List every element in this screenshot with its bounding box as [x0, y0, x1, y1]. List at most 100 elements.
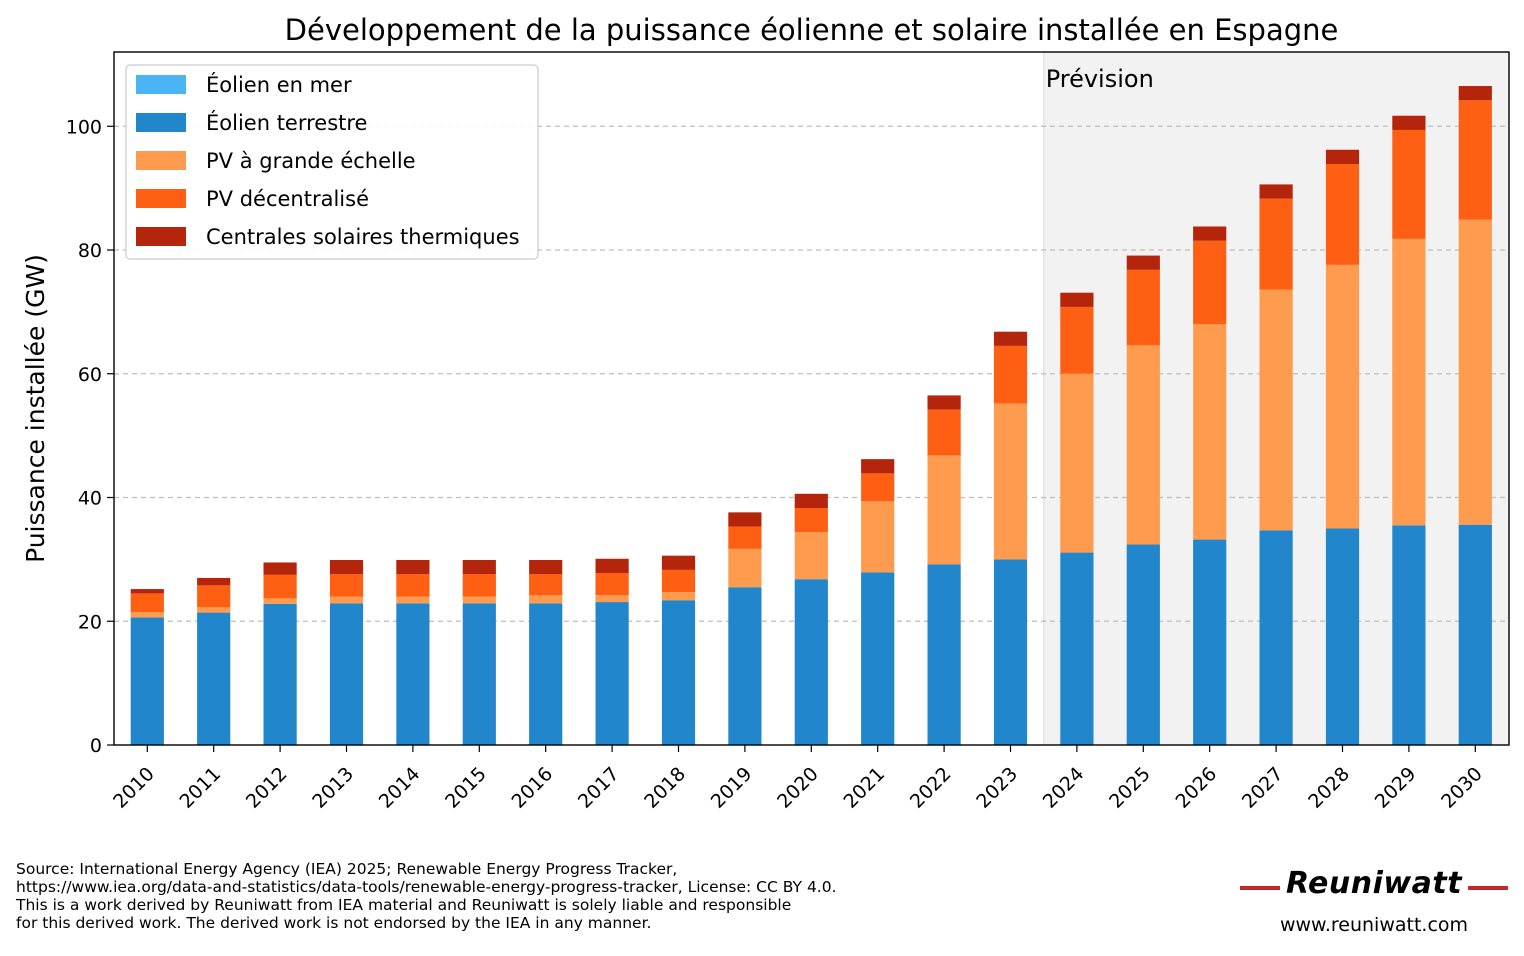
bar-segment [529, 603, 563, 745]
bar-segment [1392, 238, 1426, 526]
legend-entry: Centrales solaires thermiques [206, 225, 520, 249]
bar-segment [861, 459, 895, 474]
legend-entry: Éolien terrestre [206, 110, 367, 135]
bar-segment [1259, 184, 1293, 199]
x-tick-label: 2020 [773, 763, 823, 813]
bar-segment [130, 589, 164, 594]
stacked-bar-chart: Prévision 0 20 40 60 80 100 2010 2011 2012 2013 201… [21, 13, 1510, 813]
bar-segment [1126, 544, 1160, 745]
bar-segment [462, 603, 496, 745]
x-tick-label: 2011 [175, 763, 225, 813]
bar-segment [794, 579, 828, 745]
bar-segment [329, 574, 364, 597]
bar-segment [1458, 100, 1492, 220]
bar-segment [661, 600, 696, 745]
source-line-2: https://www.iea.org/data-and-statistics/… [16, 878, 837, 896]
y-tick-label: 100 [66, 116, 102, 138]
bar-segment [396, 574, 430, 597]
bar-segment [661, 592, 696, 601]
bar-segment [263, 598, 297, 604]
bar-segment [1259, 198, 1293, 290]
x-tick-label: 2019 [707, 763, 757, 813]
chart-title: Développement de la puissance éolienne e… [285, 13, 1339, 47]
logo-line-left [1240, 886, 1280, 890]
bar-segment [1060, 552, 1094, 745]
bar-segment [1325, 163, 1360, 265]
legend-swatch [136, 227, 186, 246]
bar-segment [993, 345, 1028, 404]
bar-segment [1126, 269, 1160, 346]
x-tick-label: 2030 [1437, 763, 1487, 813]
bar-segment [927, 409, 961, 456]
x-tick-label: 2014 [375, 763, 425, 813]
bar-segment [861, 501, 895, 573]
reuniwatt-brand: Reuniwatt www.reuniwatt.com [1238, 866, 1510, 942]
legend-swatch [136, 151, 186, 170]
x-tick-label: 2023 [972, 763, 1022, 813]
reuniwatt-logo: Reuniwatt [1238, 866, 1510, 906]
x-tick-label: 2025 [1105, 763, 1155, 813]
bar-segment [529, 595, 563, 604]
bar-segment [396, 596, 430, 604]
legend-box [125, 64, 539, 260]
y-tick-label: 60 [78, 364, 102, 386]
bar-segment [794, 532, 828, 580]
x-tick-label: 2018 [640, 763, 690, 813]
legend-swatch [136, 189, 186, 208]
bar-segment [130, 617, 164, 745]
x-tick-label: 2026 [1171, 763, 1221, 813]
x-tick-label: 2028 [1304, 763, 1354, 813]
bar-segment [1126, 345, 1160, 545]
bar-segment [1126, 255, 1160, 270]
bar-segment [1325, 528, 1360, 745]
bar-segment [1259, 530, 1293, 745]
bar-segment [329, 603, 364, 745]
bar-segment [1193, 539, 1227, 745]
bar-segment [794, 508, 828, 533]
bar-segment [993, 559, 1028, 745]
bar-segment [263, 603, 297, 745]
bar-segment [661, 555, 696, 570]
bar-segment [1193, 324, 1227, 540]
legend: Éolien en mer Éolien terrestre PV à grande… [125, 64, 539, 260]
bar-segment [993, 403, 1028, 560]
bar-segment [1193, 240, 1227, 325]
bar-segment [595, 602, 629, 745]
x-tick-label: 2010 [109, 763, 159, 813]
y-tick-label: 80 [78, 240, 102, 262]
x-tick-label: 2027 [1238, 763, 1288, 813]
y-tick-label: 20 [78, 611, 102, 633]
legend-swatch [136, 113, 186, 132]
brand-url: www.reuniwatt.com [1279, 914, 1469, 936]
bar-segment [263, 574, 297, 599]
x-tick-label: 2016 [507, 763, 557, 813]
bar-segment [263, 562, 297, 575]
bar-segment [1325, 149, 1360, 164]
bar-segment [1392, 115, 1426, 130]
source-line-1: Source: International Energy Agency (IEA… [16, 860, 678, 878]
bar-segment [993, 331, 1028, 346]
source-line-3: This is a work derived by Reuniwatt from… [16, 896, 792, 914]
x-tick-label: 2021 [839, 763, 889, 813]
bar-segment [529, 559, 563, 575]
bar-segment [728, 548, 762, 588]
bar-segment [1392, 129, 1426, 239]
bar-segment [661, 569, 696, 593]
bar-segment [861, 473, 895, 502]
bar-segment [396, 559, 430, 575]
y-tick-label: 40 [78, 488, 102, 510]
bar-segment [197, 577, 231, 586]
bar-segment [329, 559, 364, 575]
forecast-label: Prévision [1046, 65, 1154, 93]
brand-name: Reuniwatt [1285, 866, 1463, 901]
bar-segment [329, 596, 364, 604]
bar-segment [728, 526, 762, 549]
bar-segment [529, 574, 563, 596]
bar-segment [197, 585, 231, 608]
x-tick-label: 2013 [308, 763, 358, 813]
bar-segment [130, 593, 164, 612]
x-tick-label: 2022 [906, 763, 956, 813]
bar-segment [1060, 292, 1094, 307]
x-tick-label: 2017 [574, 763, 624, 813]
legend-entry: PV à grande échelle [206, 149, 416, 173]
